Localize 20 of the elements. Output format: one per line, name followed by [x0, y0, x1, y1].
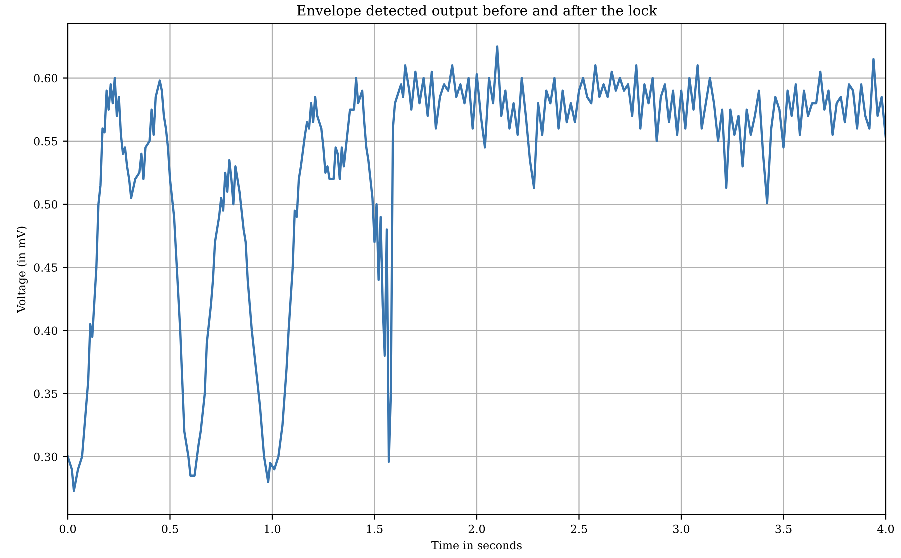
y-tick-label: 0.35	[34, 390, 58, 398]
x-tick-label: 2.5	[571, 524, 588, 534]
y-tick-label: 0.30	[34, 452, 58, 462]
y-tick-label: 0.55	[34, 137, 58, 146]
chart-title: Envelope detected output before and after the lock	[297, 5, 658, 19]
x-tick-label: 4.0	[878, 524, 894, 534]
y-tick-label: 0.40	[34, 326, 58, 336]
y-tick-label: 0.60	[34, 74, 58, 83]
y-axis-title: Voltage (in mV)	[17, 226, 28, 314]
x-tick-label: 3.5	[776, 524, 792, 534]
x-tick-label: 0.0	[60, 524, 76, 534]
x-tick-label: 3.0	[674, 524, 690, 534]
x-tick-label: 1.0	[265, 524, 281, 534]
y-tick-label: 0.45	[34, 264, 58, 272]
x-axis-title: Time in seconds	[432, 541, 522, 550]
x-tick-label: 1.5	[367, 524, 383, 534]
line-series	[68, 46, 886, 492]
y-tick-label: 0.50	[34, 200, 58, 209]
x-tick-label: 2.0	[468, 524, 486, 534]
x-tick-label: 0.5	[162, 524, 178, 534]
